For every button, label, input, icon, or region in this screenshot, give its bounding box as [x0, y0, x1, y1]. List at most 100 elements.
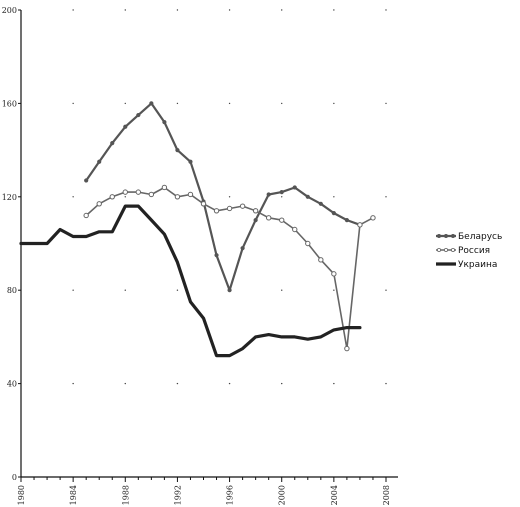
data-point: [213, 208, 220, 214]
grid-dot: [72, 196, 74, 198]
series-line: [85, 102, 361, 292]
legend-marker: [436, 247, 441, 252]
grid-dot: [124, 382, 126, 385]
grid-dot: [176, 102, 179, 105]
data-point: [252, 208, 259, 214]
data-point: [266, 192, 271, 197]
data-point: [344, 345, 350, 352]
grid-dot: [385, 196, 387, 198]
data-point: [96, 201, 102, 207]
y-tick-label: 80: [7, 286, 17, 295]
data-point: [279, 217, 285, 223]
data-point: [370, 215, 376, 221]
x-tick-label: 1980: [17, 485, 26, 505]
legend-marker: [443, 233, 448, 238]
legend-marker: [450, 247, 455, 252]
grid-dot: [281, 289, 283, 291]
x-tick-label: 1984: [69, 485, 78, 505]
grid-dot: [124, 9, 126, 11]
data-point: [305, 240, 311, 247]
grid-dot: [333, 382, 335, 385]
data-point: [292, 185, 297, 190]
data-point: [318, 201, 323, 206]
legend-item: Россия: [436, 246, 490, 256]
grid-dot: [228, 9, 231, 11]
data-point: [214, 253, 219, 258]
legend-item: Беларусь: [436, 232, 502, 242]
grid-dot: [385, 289, 387, 291]
grid-dot: [176, 382, 179, 385]
x-tick-label: 1996: [226, 485, 235, 505]
y-tick-label: 160: [2, 99, 17, 108]
data-point: [123, 124, 128, 129]
grid-dot: [72, 102, 74, 105]
grid-dot: [176, 289, 179, 291]
data-point: [331, 211, 336, 216]
grid-dot: [72, 9, 74, 11]
grid-dot: [124, 196, 126, 198]
y-tick-label: 0: [12, 473, 17, 482]
data-point: [357, 222, 363, 228]
data-point: [239, 203, 246, 209]
grid-dot: [333, 9, 335, 11]
y-tick-label: 40: [7, 380, 17, 389]
data-point: [162, 119, 167, 125]
grid-dot: [281, 9, 283, 11]
grid-dot: [333, 102, 335, 105]
data-point: [175, 148, 180, 153]
legend-marker: [450, 233, 455, 238]
grid-dot: [385, 9, 387, 11]
grid-dot: [385, 382, 387, 385]
grid: [72, 9, 387, 385]
data-point: [344, 218, 349, 223]
legend: Беларусь Россия Украина: [436, 232, 502, 270]
grid-dot: [176, 9, 179, 11]
x-tick-label: 2000: [278, 485, 287, 505]
x-tick-label: 1988: [121, 485, 130, 505]
x-tick-label: 2008: [382, 485, 391, 505]
data-point: [188, 159, 193, 164]
data-point: [83, 212, 89, 219]
data-point: [240, 246, 245, 251]
data-point: [122, 189, 128, 195]
series-layer: [19, 101, 376, 358]
legend-label: Беларусь: [458, 232, 502, 242]
data-point: [148, 191, 155, 198]
data-point: [110, 140, 115, 146]
data-point: [200, 201, 207, 207]
x-tick-label: 2004: [330, 485, 339, 505]
grid-dot: [281, 196, 283, 198]
data-point: [331, 271, 337, 277]
legend-marker: [443, 247, 448, 252]
grid-dot: [72, 289, 74, 291]
data-point: [227, 288, 232, 293]
legend-marker: [436, 233, 441, 238]
legend-label: Украина: [458, 260, 497, 270]
x-tick-label: 1992: [173, 485, 182, 505]
axes: 0 40 80 120 160 200 1980 1984 1988 1992 1996 2000 20…: [2, 6, 398, 505]
data-point: [253, 218, 258, 223]
series-line: [19, 204, 362, 358]
grid-dot: [228, 102, 231, 105]
legend-label: Россия: [458, 246, 490, 256]
data-point: [135, 189, 142, 195]
data-point: [97, 159, 102, 164]
data-point: [136, 112, 141, 118]
data-point: [226, 205, 233, 212]
legend-item: Украина: [436, 260, 497, 270]
data-point: [174, 194, 181, 200]
data-point: [84, 178, 89, 183]
data-point: [187, 191, 194, 198]
grid-dot: [72, 382, 74, 385]
grid-dot: [333, 289, 335, 291]
grid-dot: [281, 102, 283, 105]
data-point: [161, 184, 168, 191]
grid-dot: [385, 102, 387, 105]
grid-dot: [124, 102, 126, 105]
grid-dot: [333, 196, 335, 198]
data-point: [292, 226, 298, 233]
data-point: [109, 194, 115, 200]
data-point: [149, 101, 154, 106]
data-point: [318, 257, 324, 263]
